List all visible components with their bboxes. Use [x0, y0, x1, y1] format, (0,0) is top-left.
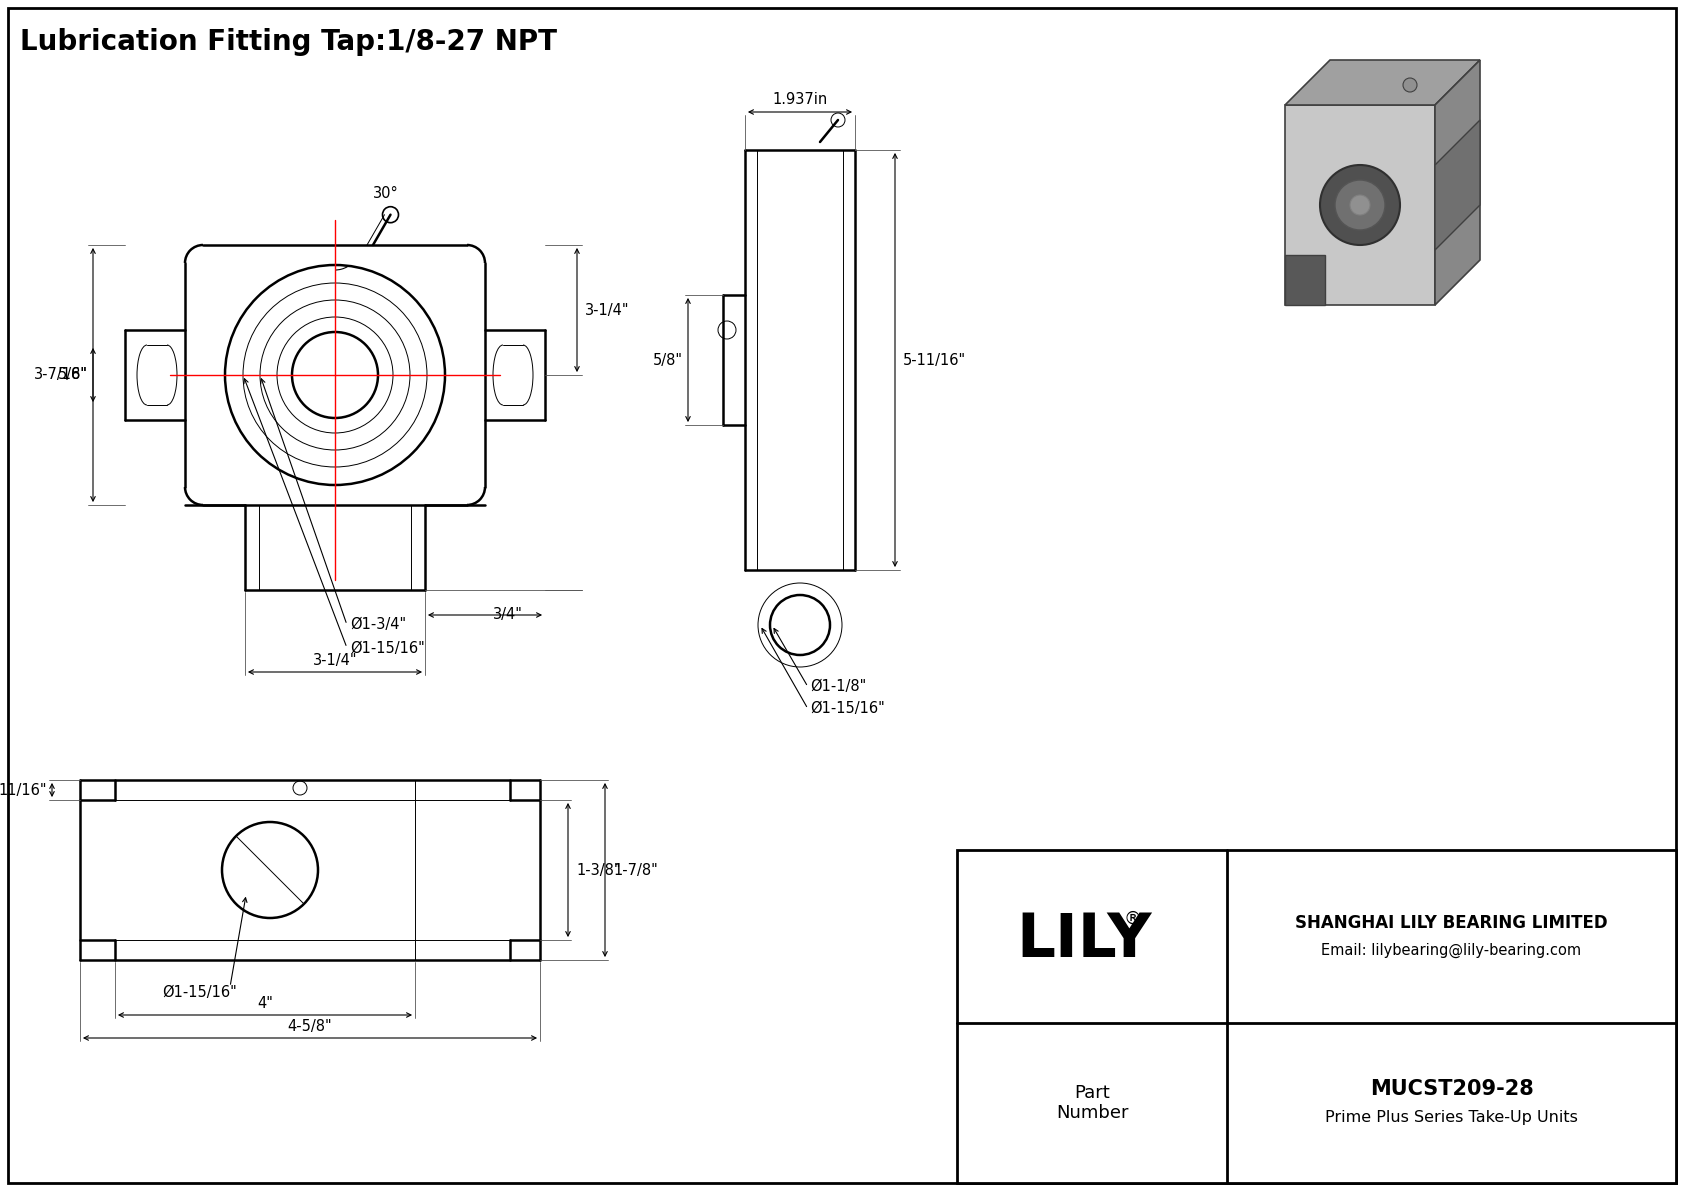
Text: 5-11/16": 5-11/16" [903, 353, 967, 368]
Text: Ø1-3/4": Ø1-3/4" [350, 617, 406, 632]
Text: LILY: LILY [1015, 911, 1152, 971]
Polygon shape [1285, 60, 1480, 105]
Text: 11/16": 11/16" [0, 782, 47, 798]
Text: 3-1/4": 3-1/4" [584, 303, 630, 318]
Text: 3/4": 3/4" [493, 607, 522, 623]
Circle shape [1403, 77, 1416, 92]
Text: Ø1-1/8": Ø1-1/8" [810, 680, 866, 694]
Text: 1-3/8": 1-3/8" [576, 862, 620, 878]
Text: Prime Plus Series Take-Up Units: Prime Plus Series Take-Up Units [1325, 1110, 1578, 1124]
Text: 5/8": 5/8" [653, 353, 684, 368]
Text: 1-7/8": 1-7/8" [613, 862, 658, 878]
Text: 1.937in: 1.937in [773, 93, 827, 107]
Text: 4": 4" [258, 996, 273, 1010]
Text: Ø1-15/16": Ø1-15/16" [350, 641, 424, 655]
Bar [957, 850, 1676, 1183]
Ellipse shape [1320, 166, 1399, 245]
Text: Email: lilybearing@lily-bearing.com: Email: lilybearing@lily-bearing.com [1322, 943, 1581, 959]
Text: 30°: 30° [372, 186, 399, 200]
Polygon shape [1435, 120, 1480, 250]
Text: Ø1-15/16": Ø1-15/16" [163, 985, 237, 999]
Text: 4-5/8": 4-5/8" [288, 1018, 332, 1034]
Text: 3-1/4": 3-1/4" [313, 653, 357, 667]
Text: Ø1-15/16": Ø1-15/16" [810, 701, 884, 717]
Ellipse shape [1351, 195, 1371, 216]
Text: ®: ® [1123, 910, 1142, 928]
Polygon shape [1285, 105, 1435, 305]
Text: 5/8": 5/8" [57, 368, 88, 382]
Polygon shape [1435, 60, 1480, 305]
Text: MUCST209-28: MUCST209-28 [1369, 1079, 1534, 1099]
Text: Part
Number: Part Number [1056, 1084, 1128, 1122]
Text: Lubrication Fitting Tap:1/8-27 NPT: Lubrication Fitting Tap:1/8-27 NPT [20, 29, 557, 56]
Text: 3-7/16": 3-7/16" [34, 368, 88, 382]
Text: SHANGHAI LILY BEARING LIMITED: SHANGHAI LILY BEARING LIMITED [1295, 913, 1608, 931]
Ellipse shape [1335, 180, 1384, 230]
Polygon shape [1285, 255, 1325, 305]
